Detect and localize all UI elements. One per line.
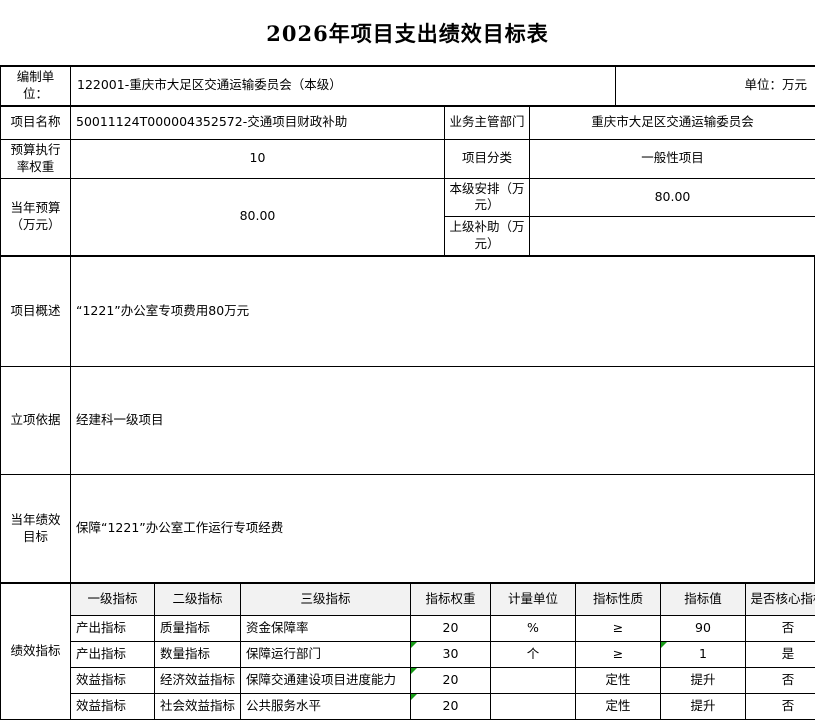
local-arrange-value: 80.00 xyxy=(530,178,815,217)
year-budget-label: 当年预算（万元） xyxy=(1,178,71,256)
description-value-goal: 保障“1221”办公室工作运行专项经费 xyxy=(71,475,815,583)
indicator-weight: 20 xyxy=(411,616,491,642)
indicator-header-level2: 二级指标 xyxy=(155,584,241,616)
indicator-level3: 保障运行部门 xyxy=(241,642,411,668)
indicator-value: 提升 xyxy=(661,694,746,720)
indicator-weight: 20 xyxy=(411,694,491,720)
table-row: 效益指标 社会效益指标 公共服务水平 20 定性 提升 否 xyxy=(1,694,815,720)
exec-rate-label: 预算执行率权重 xyxy=(1,139,71,178)
indicator-core: 否 xyxy=(746,668,815,694)
description-value-basis: 经建科一级项目 xyxy=(71,367,815,475)
indicator-level2: 经济效益指标 xyxy=(155,668,241,694)
indicator-level2: 数量指标 xyxy=(155,642,241,668)
description-label-goal: 当年绩效目标 xyxy=(1,475,71,583)
indicator-level3: 资金保障率 xyxy=(241,616,411,642)
description-row-overview: 项目概述 “1221”办公室专项费用80万元 xyxy=(1,257,815,367)
indicator-unit xyxy=(491,694,576,720)
indicator-header-value: 指标值 xyxy=(661,584,746,616)
dept-value: 重庆市大足区交通运输委员会 xyxy=(530,106,815,139)
compiler-value: 122001-重庆市大足区交通运输委员会（本级） xyxy=(71,67,616,106)
meta-row: 编制单位： 122001-重庆市大足区交通运输委员会（本级） 单位：万元 xyxy=(1,67,815,106)
compiler-label: 编制单位： xyxy=(1,67,71,106)
indicator-nature: ≥ xyxy=(576,616,661,642)
descriptions-table: 项目概述 “1221”办公室专项费用80万元 立项依据 经建科一级项目 当年绩效… xyxy=(0,256,815,583)
indicator-header-level1: 一级指标 xyxy=(71,584,155,616)
indicator-weight: 30 xyxy=(411,642,491,668)
description-label-overview: 项目概述 xyxy=(1,257,71,367)
project-name-label: 项目名称 xyxy=(1,106,71,139)
table-row: 产出指标 数量指标 保障运行部门 30 个 ≥ 1 是 xyxy=(1,642,815,668)
exec-rate-value: 10 xyxy=(71,139,445,178)
indicator-level3: 保障交通建设项目进度能力 xyxy=(241,668,411,694)
upper-subsidy-label: 上级补助（万元） xyxy=(445,217,530,256)
project-info-table: 项目名称 50011124T000004352572-交通项目财政补助 业务主管… xyxy=(0,106,815,256)
description-value-overview: “1221”办公室专项费用80万元 xyxy=(71,257,815,367)
local-arrange-label: 本级安排（万元） xyxy=(445,178,530,217)
indicator-level2: 质量指标 xyxy=(155,616,241,642)
indicator-core: 是 xyxy=(746,642,815,668)
performance-indicator-table: 绩效指标 一级指标 二级指标 三级指标 指标权重 计量单位 指标性质 指标值 是… xyxy=(0,583,815,720)
page-title: 2026年项目支出绩效目标表 xyxy=(266,18,548,48)
indicator-unit: % xyxy=(491,616,576,642)
indicator-value: 1 xyxy=(661,642,746,668)
indicator-level1: 产出指标 xyxy=(71,642,155,668)
indicator-value: 90 xyxy=(661,616,746,642)
meta-table: 编制单位： 122001-重庆市大足区交通运输委员会（本级） 单位：万元 xyxy=(0,66,815,106)
category-value: 一般性项目 xyxy=(530,139,815,178)
indicator-header-unit: 计量单位 xyxy=(491,584,576,616)
indicator-unit: 个 xyxy=(491,642,576,668)
indicator-level1: 效益指标 xyxy=(71,694,155,720)
indicator-nature: 定性 xyxy=(576,694,661,720)
indicator-level1: 产出指标 xyxy=(71,616,155,642)
indicator-level1: 效益指标 xyxy=(71,668,155,694)
unit-note: 单位：万元 xyxy=(616,67,815,106)
indicator-header-row: 绩效指标 一级指标 二级指标 三级指标 指标权重 计量单位 指标性质 指标值 是… xyxy=(1,584,815,616)
indicator-value: 提升 xyxy=(661,668,746,694)
indicator-core: 否 xyxy=(746,616,815,642)
indicator-header-level3: 三级指标 xyxy=(241,584,411,616)
table-row: 效益指标 经济效益指标 保障交通建设项目进度能力 20 定性 提升 否 xyxy=(1,668,815,694)
description-row-goal: 当年绩效目标 保障“1221”办公室工作运行专项经费 xyxy=(1,475,815,583)
project-name-row: 项目名称 50011124T000004352572-交通项目财政补助 业务主管… xyxy=(1,106,815,139)
dept-label: 业务主管部门 xyxy=(445,106,530,139)
title-band: 2026年项目支出绩效目标表 xyxy=(0,0,815,66)
indicator-header-weight: 指标权重 xyxy=(411,584,491,616)
indicator-side-label: 绩效指标 xyxy=(1,584,71,720)
indicator-unit xyxy=(491,668,576,694)
table-row: 产出指标 质量指标 资金保障率 20 % ≥ 90 否 xyxy=(1,616,815,642)
description-label-basis: 立项依据 xyxy=(1,367,71,475)
indicator-header-nature: 指标性质 xyxy=(576,584,661,616)
indicator-nature: 定性 xyxy=(576,668,661,694)
exec-rate-row: 预算执行率权重 10 项目分类 一般性项目 xyxy=(1,139,815,178)
indicator-weight: 20 xyxy=(411,668,491,694)
indicator-level3: 公共服务水平 xyxy=(241,694,411,720)
project-name-value: 50011124T000004352572-交通项目财政补助 xyxy=(71,106,445,139)
indicator-nature: ≥ xyxy=(576,642,661,668)
spreadsheet-sheet: 2026年项目支出绩效目标表 编制单位： 122001-重庆市大足区交通运输委员… xyxy=(0,0,815,697)
description-row-basis: 立项依据 经建科一级项目 xyxy=(1,367,815,475)
category-label: 项目分类 xyxy=(445,139,530,178)
indicator-core: 否 xyxy=(746,694,815,720)
indicator-level2: 社会效益指标 xyxy=(155,694,241,720)
indicator-header-core: 是否核心指标 xyxy=(746,584,815,616)
year-budget-value: 80.00 xyxy=(71,178,445,256)
local-arrange-row: 当年预算（万元） 80.00 本级安排（万元） 80.00 xyxy=(1,178,815,217)
upper-subsidy-value xyxy=(530,217,815,256)
